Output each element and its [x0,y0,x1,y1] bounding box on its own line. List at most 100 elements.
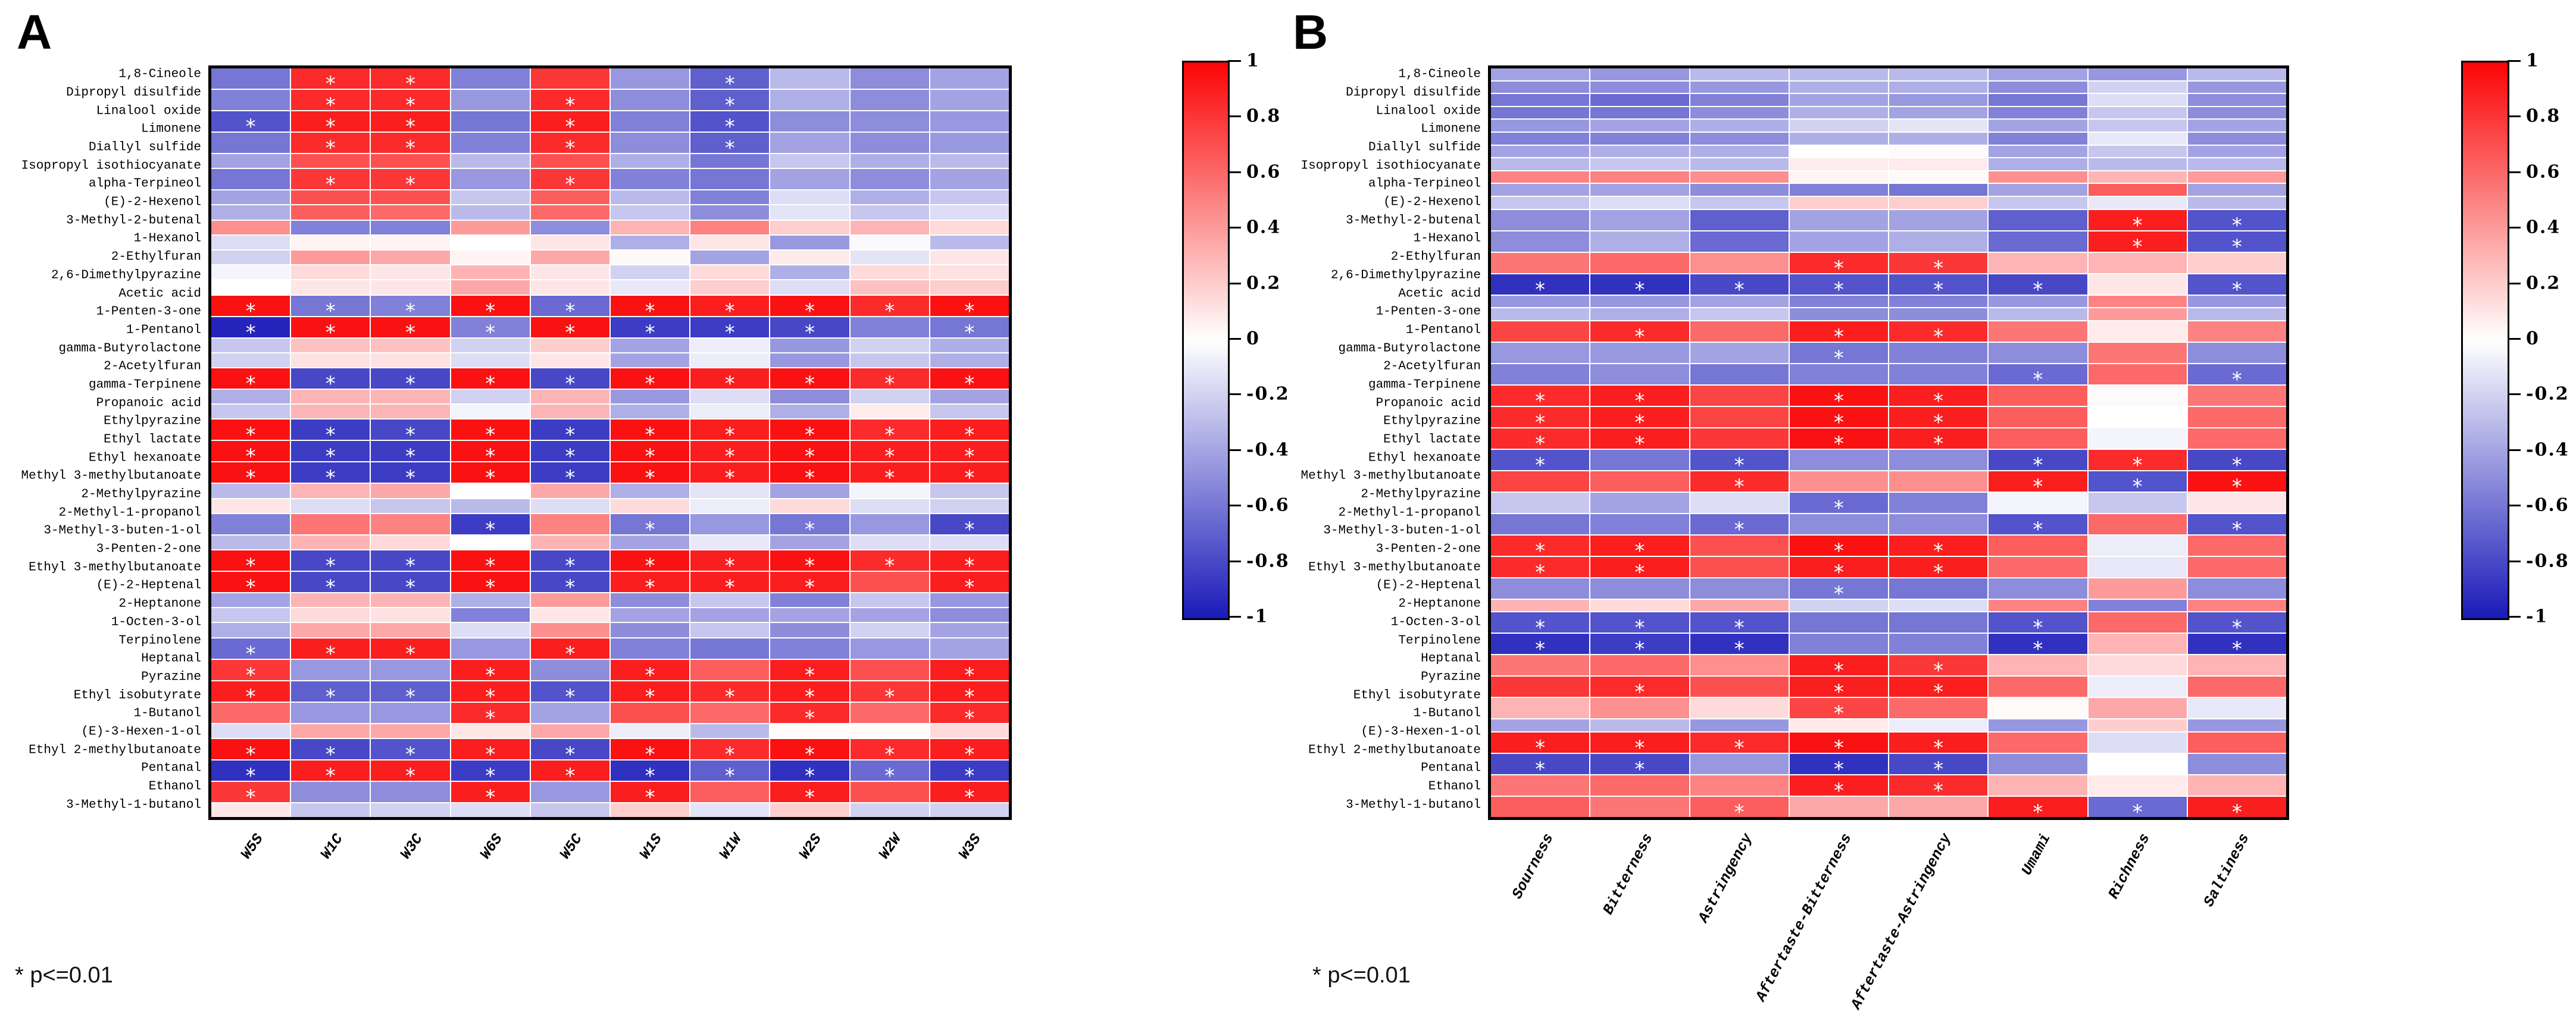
significance-star: * [964,706,975,730]
heatmap-cell: * [2187,514,2286,540]
significance-star: * [884,371,895,396]
heatmap-cell: * [690,550,770,576]
heatmap-cell [291,405,370,419]
significance-star: * [645,517,655,542]
heatmap-cell [530,405,609,419]
heatmap-cell: * [1690,514,1789,540]
heatmap-cell [1889,209,1988,230]
significance-star: * [245,423,256,447]
row-label: Ethyl 3-methylbutanoate [1308,561,1481,575]
heatmap-cell [1590,120,1689,132]
colorbar-tick [2508,227,2521,229]
significance-star: * [485,742,496,766]
heatmap-cell [211,514,290,534]
heatmap-cell [610,154,690,168]
significance-star: * [1535,277,1546,302]
heatmap-cell [1889,449,1988,470]
significance-star: * [405,71,415,96]
heatmap-cell: * [530,295,609,321]
significance-star: * [2132,474,2143,499]
significance-star: * [884,684,895,709]
heatmap-cell [291,659,370,680]
heatmap-cell [2088,295,2187,308]
significance-star: * [2033,474,2043,499]
heatmap-cell: * [610,514,690,540]
row-label: 2-Heptanone [118,597,201,611]
heatmap-cell [211,803,290,817]
heatmap-cell [770,499,849,513]
heatmap-cell: * [371,420,450,445]
heatmap-cell [850,499,929,513]
heatmap-cell [2187,158,2286,170]
heatmap-cell [1989,107,2087,119]
significance-star: * [645,684,655,709]
colorbar-tick-label: -0.4 [1246,439,1290,461]
heatmap-cell [1690,775,1789,796]
row-label: (E)-2-Hexenol [1383,195,1481,209]
row-label: 1-Octen-3-ol [1390,615,1481,630]
heatmap-cell: * [1989,612,2087,638]
heatmap-cell [1491,578,1590,599]
significance-star: * [645,466,655,490]
heatmap-cell [610,623,690,637]
significance-star: * [325,173,336,197]
heatmap-cell [1491,295,1590,308]
heatmap-cell: * [1491,428,1590,454]
heatmap-cell [211,353,290,367]
heatmap-cell [1889,68,1988,80]
heatmap-cell [1690,385,1789,406]
heatmap-cell: * [2187,231,2286,256]
heatmap-cell [2187,754,2286,774]
significance-star: * [964,371,975,396]
heatmap-cell: * [451,760,530,786]
heatmap-cell: * [530,111,609,137]
heatmap-cell: * [930,702,1009,728]
significance-star: * [565,575,576,599]
row-label: Ethylpyrazine [104,414,201,428]
heatmap-cell [1789,197,1888,209]
heatmap-cell: * [850,760,929,786]
heatmap-cell [1989,578,2087,599]
heatmap-cell [451,205,530,220]
heatmap-cell [930,405,1009,419]
heatmap-cell: * [850,295,929,321]
heatmap-cell [2088,556,2187,577]
significance-star: * [884,763,895,788]
row-label: (E)-3-Hexen-1-ol [1361,725,1481,739]
heatmap-cell: * [770,368,849,394]
row-label: Diallyl sulfide [1368,140,1481,155]
significance-star: * [804,684,815,709]
heatmap-cell: * [1491,406,1590,433]
heatmap-cell [690,659,770,680]
significance-star: * [804,742,815,766]
heatmap-cell [1590,133,1689,145]
heatmap-cell [451,265,530,280]
heatmap-cell [1690,406,1789,427]
heatmap-cell [530,623,609,637]
heatmap-cell [2187,295,2286,308]
heatmap-cell [291,280,370,295]
heatmap-cell [1690,81,1789,93]
significance-star: * [1833,431,1844,456]
heatmap-cell [850,220,929,234]
heatmap-cell [690,781,770,802]
heatmap-cell: * [1889,321,1988,347]
heatmap-cell [1491,197,1590,209]
significance-star: * [325,320,336,345]
significance-star: * [724,371,735,396]
heatmap-cell [1690,342,1789,363]
heatmap-cell: * [610,441,690,467]
heatmap-cell [2088,342,2187,363]
heatmap-cell [291,220,370,234]
heatmap-cell: * [530,368,609,394]
significance-star: * [405,423,415,447]
heatmap-cell: * [451,317,530,342]
row-label: 3-Methyl-2-butenal [66,214,201,228]
heatmap-cell: * [850,441,929,467]
heatmap-cell [2187,81,2286,93]
heatmap-cell [1491,133,1590,145]
heatmap-cell [1590,471,1689,492]
heatmap-cell: * [770,317,849,342]
heatmap-cell: * [371,572,450,597]
heatmap-cell: * [451,441,530,467]
